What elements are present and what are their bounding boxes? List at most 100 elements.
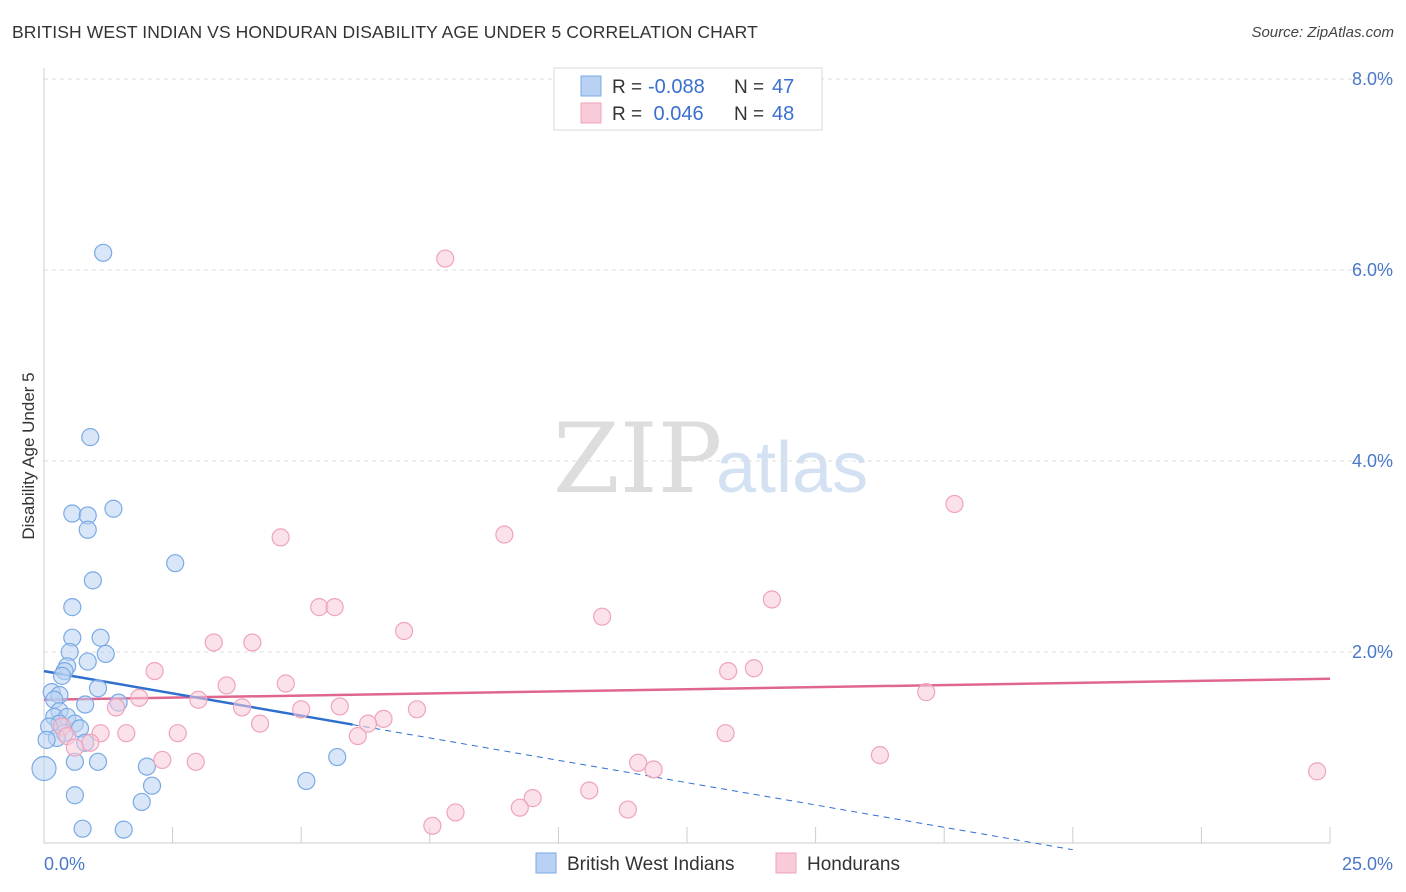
british-west-indians-point-17 — [88, 679, 108, 698]
legend-r-value-2: 0.046 — [648, 103, 704, 125]
hondurans-point-6 — [325, 598, 344, 617]
trend-line-hondurans — [43, 677, 1331, 701]
series-hondurans — [52, 249, 1327, 835]
british-west-indians-point-2 — [63, 504, 82, 523]
hondurans-point-42 — [580, 781, 599, 800]
british-west-indians-point-5 — [78, 520, 97, 539]
british-west-indians-point-21 — [76, 695, 95, 714]
hondurans-point-17 — [130, 688, 149, 707]
axes — [43, 68, 1331, 844]
watermark-atlas: atlas — [716, 428, 868, 508]
y-tick-label-3: 8.0% — [1352, 69, 1393, 89]
hondurans-point-39 — [629, 753, 648, 772]
bottom-legend-label-hondurans: Hondurans — [807, 854, 900, 875]
x-tick-labels: 0.0% 25.0% — [44, 854, 1393, 874]
hondurans-point-29 — [168, 724, 187, 743]
y-tick-label-1: 4.0% — [1352, 451, 1393, 471]
hondurans-point-3 — [495, 525, 514, 544]
legend-swatch-hondurans — [580, 102, 602, 124]
hondurans-point-37 — [186, 752, 205, 771]
y-tick-label-2: 6.0% — [1352, 260, 1393, 280]
legend-swatch-british-west-indians — [580, 75, 602, 97]
legend-r-value-1: -0.088 — [648, 76, 705, 98]
british-west-indians-point-13 — [78, 652, 97, 671]
british-west-indians-point-12 — [96, 644, 115, 664]
hondurans-point-2 — [271, 528, 290, 547]
hondurans-point-20 — [232, 698, 252, 717]
hondurans-point-7 — [593, 607, 612, 626]
legend-n-label-2: N = — [734, 104, 769, 125]
legend-r-label-2: R = — [612, 104, 647, 125]
british-west-indians-point-39 — [297, 771, 316, 791]
trend-lines — [43, 669, 1331, 851]
hondurans-point-41 — [1308, 762, 1327, 781]
x-tick-label-0: 0.0% — [44, 854, 85, 874]
hondurans-point-45 — [618, 800, 637, 819]
hondurans-point-31 — [716, 724, 735, 743]
hondurans-point-36 — [870, 746, 890, 765]
hondurans-point-38 — [153, 750, 172, 770]
watermark: ZIP atlas — [553, 403, 868, 515]
hondurans-point-46 — [446, 803, 465, 822]
bottom-legend-label-british-west-indians: British West Indians — [567, 854, 735, 875]
british-west-indians-point-8 — [63, 598, 82, 617]
hondurans-point-8 — [394, 621, 414, 641]
y-axis-label: Disability Age Under 5 — [19, 372, 38, 539]
british-west-indians-point-6 — [166, 554, 185, 573]
hondurans-point-10 — [243, 633, 262, 652]
hondurans-point-47 — [423, 816, 442, 835]
hondurans-point-0 — [436, 249, 455, 268]
hondurans-point-11 — [145, 661, 164, 681]
british-west-indians-point-32 — [37, 730, 56, 749]
british-west-indians-point-7 — [83, 571, 102, 590]
trend-line-british-west-indians-extrapolated — [352, 724, 1073, 851]
british-west-indians-point-38 — [31, 755, 57, 782]
british-west-indians-point-40 — [142, 776, 162, 795]
hondurans-point-1 — [945, 494, 964, 514]
british-west-indians-point-36 — [137, 757, 156, 776]
hondurans-point-35 — [65, 738, 84, 757]
british-west-indians-point-16 — [52, 666, 72, 685]
bottom-legend-swatch-hondurans — [775, 852, 797, 874]
hondurans-point-19 — [106, 698, 126, 717]
hondurans-point-34 — [81, 733, 100, 752]
hondurans-point-9 — [204, 633, 223, 652]
hondurans-point-14 — [276, 674, 295, 693]
bottom-legend-swatch-british-west-indians — [535, 852, 557, 874]
y-tick-label-0: 2.0% — [1352, 642, 1393, 662]
hondurans-point-12 — [719, 661, 738, 681]
hondurans-point-23 — [407, 700, 427, 719]
y-tick-labels: 2.0% 4.0% 6.0% 8.0% — [1352, 69, 1393, 662]
hondurans-point-22 — [330, 697, 349, 716]
british-west-indians-point-35 — [88, 752, 108, 771]
legend-n-value-2: 48 — [772, 103, 794, 125]
hondurans-point-44 — [510, 798, 529, 817]
hondurans-point-28 — [117, 724, 136, 743]
british-west-indians-point-42 — [132, 792, 151, 812]
british-west-indians-point-37 — [328, 747, 347, 767]
british-west-indians-point-43 — [73, 819, 92, 838]
british-west-indians-point-4 — [104, 499, 123, 518]
hondurans-point-16 — [917, 683, 936, 702]
british-west-indians-point-41 — [65, 786, 84, 805]
hondurans-point-21 — [292, 700, 311, 719]
hondurans-point-4 — [762, 590, 781, 609]
legend-r-label-1: R = — [612, 77, 647, 98]
hondurans-point-24 — [374, 709, 393, 728]
correlation-legend: R = -0.088 N = 47 R = 0.046 N = 48 — [553, 67, 823, 131]
x-tick-label-1: 25.0% — [1342, 854, 1393, 874]
british-west-indians-point-44 — [114, 820, 133, 839]
legend-n-value-1: 47 — [772, 76, 794, 98]
hondurans-point-18 — [189, 690, 208, 709]
series-legend: British West Indians Hondurans — [535, 852, 900, 875]
british-west-indians-point-0 — [94, 243, 113, 262]
hondurans-point-26 — [250, 714, 270, 733]
hondurans-point-15 — [217, 676, 236, 695]
legend-n-label-1: N = — [734, 77, 769, 98]
hondurans-point-40 — [644, 760, 663, 779]
source-label: Source: ZipAtlas.com — [1251, 24, 1394, 41]
watermark-zip: ZIP — [553, 403, 722, 515]
hondurans-point-25 — [358, 714, 378, 733]
hondurans-point-13 — [744, 659, 763, 678]
